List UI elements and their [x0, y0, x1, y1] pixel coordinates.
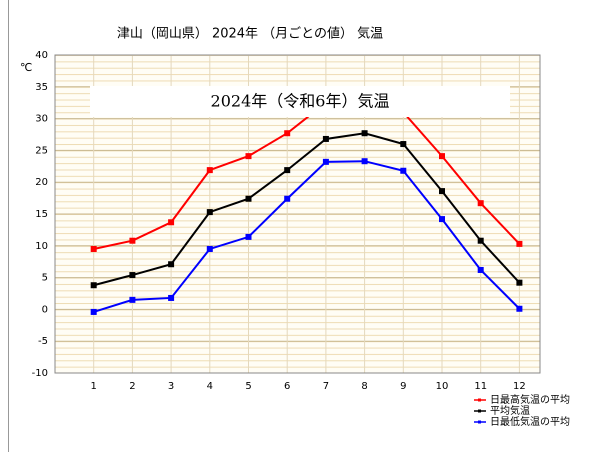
legend-marker [478, 398, 481, 402]
point [129, 296, 136, 303]
point [439, 153, 445, 160]
plot-border [54, 54, 541, 374]
point [439, 216, 445, 223]
annotation: 2024年（令和6年）気温 [211, 92, 390, 111]
y-tick-label: 5 [42, 273, 48, 284]
point [129, 272, 136, 279]
point [168, 219, 175, 226]
point [168, 294, 175, 301]
x-tick-label: 7 [323, 381, 329, 392]
x-tick-label: 5 [245, 381, 251, 392]
legend-label: 日最高気温の平均 [490, 393, 570, 406]
series-line [93, 132, 521, 287]
y-tick-label: 40 [35, 50, 48, 61]
x-tick-label: 3 [168, 381, 174, 392]
point [322, 158, 329, 165]
point [206, 167, 213, 174]
point [90, 245, 97, 252]
point [477, 237, 484, 244]
point [284, 130, 291, 137]
point [245, 153, 252, 160]
point [206, 209, 213, 216]
y-tick-label: 15 [35, 209, 48, 220]
x-tick-label: 6 [284, 381, 290, 392]
x-tick-label: 4 [207, 381, 213, 392]
point [322, 135, 329, 142]
point [245, 233, 252, 240]
y-tick-label: 0 [42, 304, 48, 315]
point [284, 167, 291, 174]
legend-label: 日最低気温の平均 [490, 415, 570, 428]
legend-marker [478, 409, 481, 413]
point [90, 308, 97, 315]
point [245, 195, 252, 202]
legend-label: 平均気温 [490, 404, 530, 417]
point [168, 261, 175, 268]
legend-marker [478, 420, 481, 424]
y-tick-label: 10 [35, 241, 48, 252]
point [284, 195, 291, 202]
x-tick-label: 10 [436, 381, 449, 392]
point [516, 279, 523, 286]
point [516, 305, 523, 312]
series-line [93, 96, 521, 250]
x-tick-label: 11 [474, 381, 487, 392]
y-tick-label: 30 [35, 114, 48, 125]
point [439, 188, 445, 195]
point [361, 130, 368, 137]
y-tick-label: 25 [35, 145, 48, 156]
x-tick-label: 8 [361, 381, 367, 392]
y-tick-label: -10 [32, 368, 48, 379]
point [361, 158, 368, 165]
point [129, 237, 136, 244]
x-tick-label: 9 [400, 381, 406, 392]
series-line [93, 160, 521, 313]
y-tick-label: 35 [35, 82, 48, 93]
y-tick-label: -5 [38, 336, 48, 347]
point [206, 245, 213, 252]
point [400, 141, 407, 148]
x-tick-label: 2 [129, 381, 135, 392]
x-tick-label: 1 [91, 381, 97, 392]
y-tick-label: 20 [35, 177, 48, 188]
chart-title: 津山（岡山県） 2024年 （月ごとの値） 気温 [117, 26, 383, 42]
point [90, 282, 97, 289]
point [477, 200, 484, 207]
point [477, 266, 484, 273]
x-tick-label: 12 [513, 381, 526, 392]
annotation-box [90, 86, 510, 117]
point [516, 240, 523, 247]
y-unit: ℃ [20, 61, 32, 74]
point [400, 167, 407, 174]
